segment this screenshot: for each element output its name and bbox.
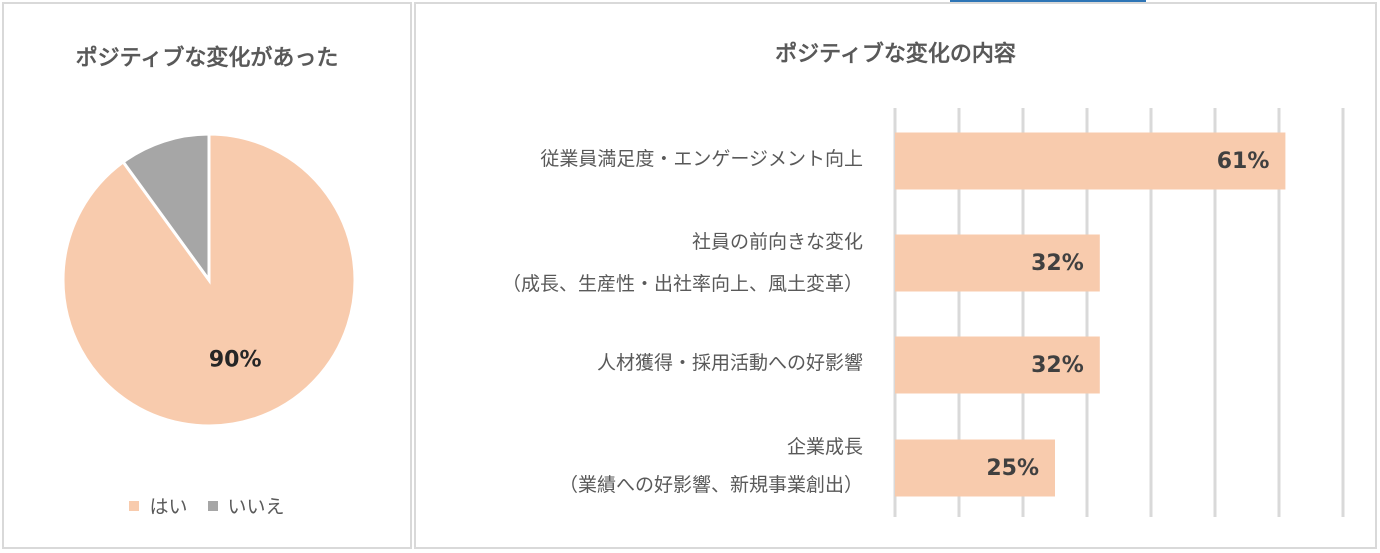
bar-label-growth-line1: 企業成長 — [786, 436, 863, 458]
bar-chart-panel: ポジティブな変化の内容 61% 32% 32% 25% 従業員満足度・エンゲージメント… — [414, 2, 1377, 549]
bar-label-positive-change-line2: （成長、生産性・出社率向上、風土変革） — [501, 273, 863, 295]
bar-3 — [895, 439, 1055, 497]
pie-chart-title: ポジティブな変化があった — [75, 46, 339, 71]
pie-legend: はい いいえ — [4, 492, 410, 519]
top-accent-bar — [950, 0, 1146, 3]
bar-label-positive-change: 社員の前向きな変化 （成長、生産性・出社率向上、風土変革） — [502, 226, 863, 300]
bar-label-positive-change-line1: 社員の前向きな変化 — [691, 231, 863, 253]
legend-swatch-yes — [129, 500, 140, 511]
legend-label-no: いいえ — [227, 496, 285, 518]
bar-2 — [895, 336, 1100, 394]
bar-1 — [895, 234, 1100, 292]
pie-chart-panel: ポジティブな変化があった 90% はい いいえ — [2, 2, 412, 549]
legend-swatch-no — [207, 500, 218, 511]
legend-item-no: いいえ — [207, 492, 285, 519]
bar-label-engagement: 従業員満足度・エンゲージメント向上 — [540, 144, 863, 171]
legend-label-yes: はい — [149, 496, 188, 518]
bar-data-label-1: 32% — [1031, 251, 1084, 276]
bar-0 — [895, 132, 1286, 190]
bar-label-growth: 企業成長 （業績への好影響、新規事業創出） — [559, 431, 863, 501]
bar-chart: 61% 32% 32% 25% — [893, 108, 1345, 517]
pie-chart: 90% — [61, 132, 357, 428]
bar-data-label-0: 61% — [1217, 149, 1270, 174]
legend-item-yes: はい — [129, 492, 188, 519]
bar-data-label-3: 25% — [986, 456, 1039, 481]
bar-data-label-2: 32% — [1031, 353, 1084, 378]
bar-label-growth-line2: （業績への好影響、新規事業創出） — [558, 474, 863, 496]
pie-data-label-0: 90% — [209, 348, 262, 373]
bar-label-engagement-line1: 従業員満足度・エンゲージメント向上 — [540, 148, 863, 170]
bar-label-recruiting: 人材獲得・採用活動への好影響 — [597, 348, 863, 375]
bar-label-recruiting-line1: 人材獲得・採用活動への好影響 — [596, 352, 863, 374]
bar-chart-title: ポジティブな変化の内容 — [775, 42, 1016, 67]
pie-slice-1 — [121, 132, 211, 285]
